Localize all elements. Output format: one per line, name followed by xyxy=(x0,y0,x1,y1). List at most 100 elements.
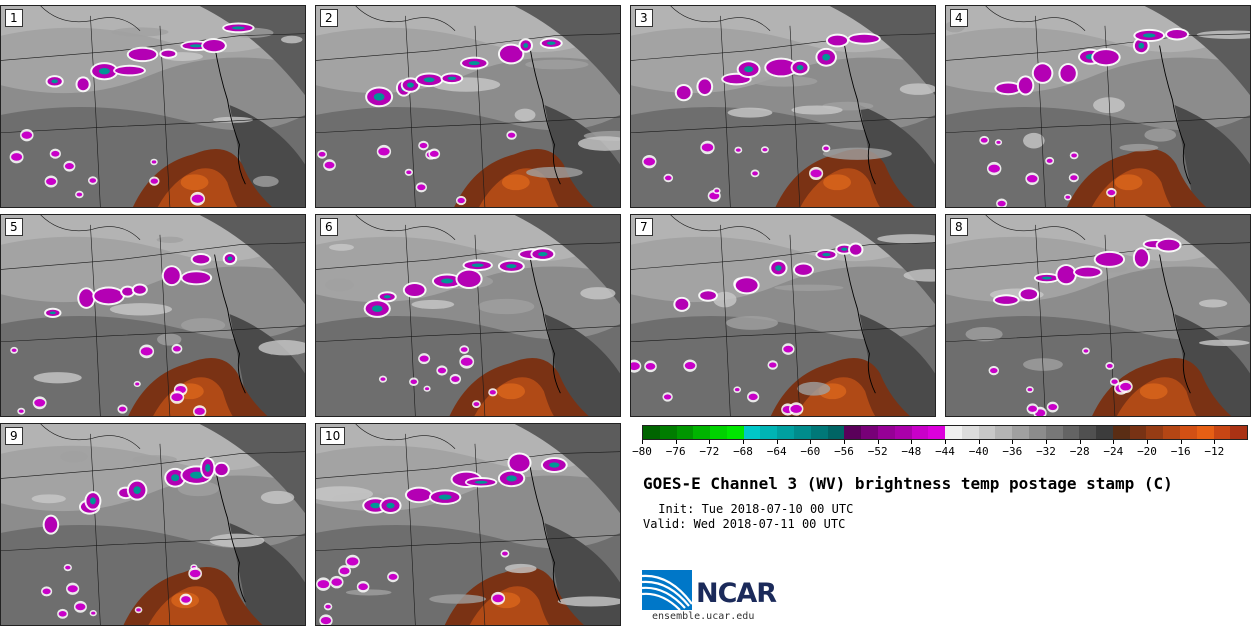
colorbar-tick xyxy=(709,440,711,444)
wv-map-4 xyxy=(946,6,1250,207)
colorbar-segment xyxy=(1062,426,1080,439)
colorbar-segment xyxy=(827,426,845,439)
colorbar-segment xyxy=(1112,426,1130,439)
colorbar-segment xyxy=(1163,426,1180,439)
colorbar xyxy=(642,425,1248,440)
site-url: ensemble.ucar.edu xyxy=(652,611,755,622)
stamp-panel-9: 9 xyxy=(0,423,306,626)
colorbar-tick-label: −28 xyxy=(1069,445,1090,458)
colorbar-tick-label: −32 xyxy=(1036,445,1056,458)
panel-number: 7 xyxy=(635,218,653,236)
stamp-panel-8: 8 xyxy=(945,214,1251,417)
colorbar-segment xyxy=(794,426,811,439)
colorbar-tick xyxy=(776,440,778,444)
stamp-panel-1: 1 xyxy=(0,5,306,208)
wv-map-6 xyxy=(316,215,620,416)
colorbar-tick-label: −68 xyxy=(733,445,753,458)
colorbar-segment xyxy=(1028,426,1046,439)
colorbar-segment xyxy=(928,426,946,439)
colorbar-tick xyxy=(877,440,879,444)
colorbar-segment xyxy=(1230,426,1248,439)
colorbar-tick-label: −76 xyxy=(665,445,686,458)
colorbar-segment xyxy=(726,426,744,439)
valid-time: Valid: Wed 2018-07-11 00 UTC xyxy=(643,517,846,531)
colorbar-segment xyxy=(693,426,711,439)
stamp-panel-7: 7 xyxy=(630,214,936,417)
colorbar-segment xyxy=(1129,426,1147,439)
colorbar-segment xyxy=(945,426,962,439)
stamp-panel-5: 5 xyxy=(0,214,306,417)
colorbar-tick xyxy=(978,440,980,444)
colorbar-tick xyxy=(945,440,946,444)
colorbar-segment xyxy=(995,426,1013,439)
colorbar-segment xyxy=(710,426,727,439)
wv-map-7 xyxy=(631,215,935,416)
panel-number: 10 xyxy=(320,427,346,445)
colorbar-segment xyxy=(978,426,996,439)
colorbar-tick xyxy=(844,440,845,444)
panel-number: 4 xyxy=(950,9,968,27)
colorbar-segment xyxy=(1146,426,1164,439)
wv-map-1 xyxy=(1,6,305,207)
panel-number: 2 xyxy=(320,9,338,27)
colorbar-tick xyxy=(642,440,643,444)
colorbar-tick xyxy=(1147,440,1148,444)
colorbar-tick-label: −48 xyxy=(901,445,922,458)
colorbar-segment xyxy=(961,426,979,439)
colorbar-segment xyxy=(1196,426,1214,439)
wv-map-2 xyxy=(316,6,620,207)
colorbar-tick-label: −60 xyxy=(800,445,821,458)
stamp-panel-4: 4 xyxy=(945,5,1251,208)
colorbar-segment xyxy=(911,426,929,439)
panel-number: 6 xyxy=(320,218,338,236)
colorbar-tick xyxy=(911,440,913,444)
colorbar-tick-label: −36 xyxy=(1002,445,1023,458)
colorbar-tick xyxy=(743,440,744,444)
colorbar-tick-label: −12 xyxy=(1204,445,1225,458)
colorbar-segment xyxy=(1180,426,1197,439)
colorbar-tick xyxy=(810,440,812,444)
wv-map-9 xyxy=(1,424,305,625)
colorbar-segment xyxy=(1012,426,1029,439)
page-title: GOES-E Channel 3 (WV) brightness temp po… xyxy=(643,474,1173,493)
wv-map-10 xyxy=(316,424,620,625)
colorbar-segment xyxy=(1213,426,1231,439)
ncar-logo-text: NCAR xyxy=(696,578,777,609)
ncar-logo: NCAR ensemble.ucar.edu xyxy=(642,570,802,624)
colorbar-segment xyxy=(1079,426,1097,439)
panel-number: 1 xyxy=(5,9,23,27)
stamp-panel-2: 2 xyxy=(315,5,621,208)
colorbar-tick xyxy=(1214,440,1216,444)
colorbar-tick xyxy=(1046,440,1047,444)
colorbar-tick-label: −24 xyxy=(1103,445,1124,458)
colorbar-segment xyxy=(861,426,878,439)
colorbar-segment xyxy=(643,426,660,439)
colorbar-tick xyxy=(1113,440,1115,444)
init-time: Init: Tue 2018-07-10 00 UTC xyxy=(651,502,854,516)
panel-number: 9 xyxy=(5,427,23,445)
colorbar-tick-label: −16 xyxy=(1170,445,1191,458)
colorbar-tick-label: −52 xyxy=(867,445,888,458)
colorbar-tick-label: −40 xyxy=(968,445,989,458)
colorbar-segment xyxy=(743,426,761,439)
colorbar-tick-label: −44 xyxy=(935,445,955,458)
colorbar-segment xyxy=(1096,426,1113,439)
stamp-panel-3: 3 xyxy=(630,5,936,208)
colorbar-ticks: −80 −76 −72 −68 −64 −60 −56 −52 −48 −44 −40 −36 −32−… xyxy=(632,440,1248,460)
colorbar-segment xyxy=(810,426,828,439)
colorbar-tick xyxy=(1012,440,1014,444)
colorbar-tick-label: −80 xyxy=(632,445,652,458)
colorbar-segment xyxy=(777,426,795,439)
colorbar-tick-label: −20 xyxy=(1137,445,1157,458)
stamp-panel-10: 10 xyxy=(315,423,621,626)
colorbar-segment xyxy=(659,426,677,439)
colorbar-tick xyxy=(675,440,677,444)
colorbar-tick-label: −72 xyxy=(699,445,720,458)
panel-number: 8 xyxy=(950,218,968,236)
wv-map-8 xyxy=(946,215,1250,416)
colorbar-segment xyxy=(844,426,862,439)
colorbar-tick-label: −64 xyxy=(766,445,787,458)
colorbar-tick xyxy=(1180,440,1182,444)
colorbar-segment xyxy=(676,426,694,439)
panel-number: 3 xyxy=(635,9,653,27)
